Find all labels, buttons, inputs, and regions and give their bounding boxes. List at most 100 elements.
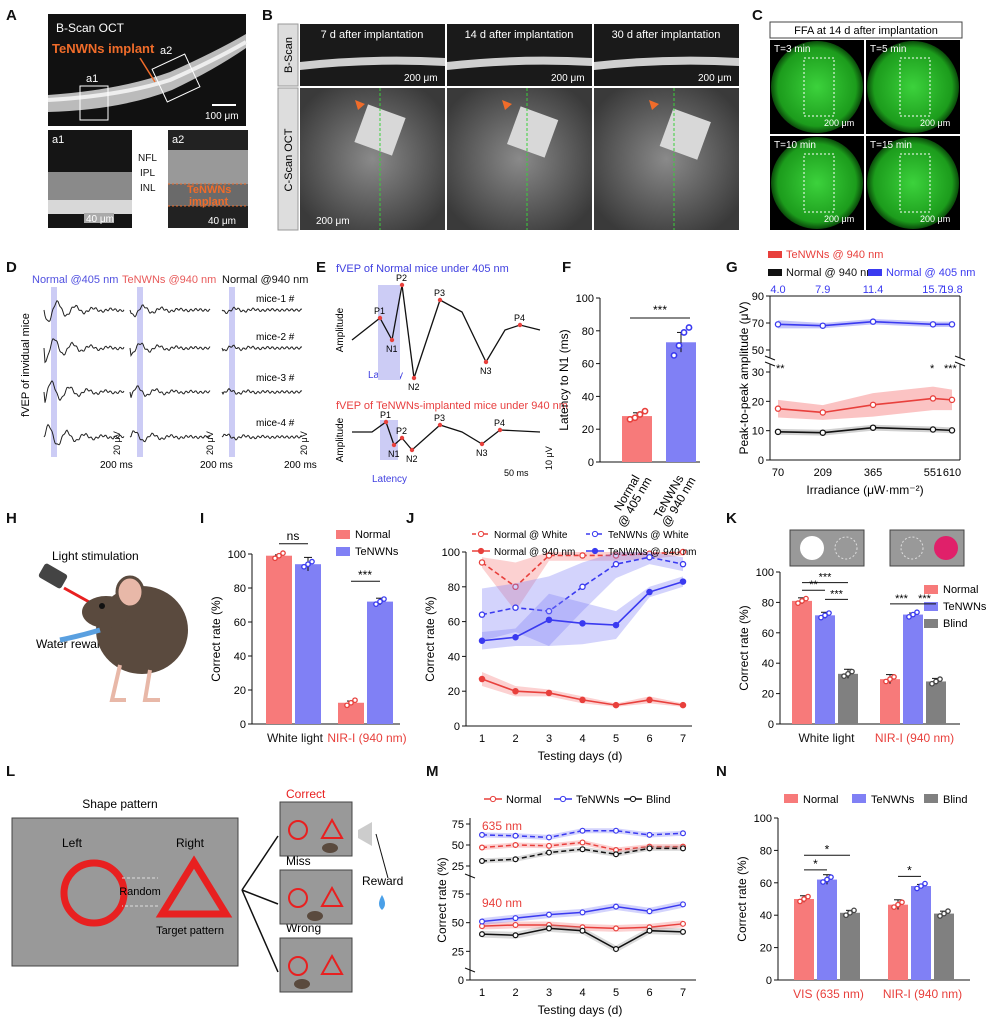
k-bar-2-2 [903, 614, 923, 724]
cscan-arrow-3 [649, 100, 659, 110]
m-legend-label-1: Normal [506, 794, 541, 806]
m-ytick-bot-label-75: 75 [452, 889, 464, 901]
e-peak2-2 [399, 435, 405, 441]
k-y-tick-label-100: 100 [756, 567, 774, 579]
f-point-2-3 [680, 329, 688, 336]
outcome-box-1 [279, 801, 353, 857]
g-ylabel: Peak-to-peak amplitude (μV) [737, 302, 751, 455]
bscan-image-1 [300, 24, 445, 86]
g-point-3-3 [869, 318, 877, 325]
e-latency-band-1 [378, 285, 400, 380]
m-point-5-7 [679, 901, 686, 908]
outcome-triangle-2 [320, 885, 344, 907]
m-break-mark-2 [464, 967, 476, 973]
e-peak1-label-3: N2 [408, 382, 420, 392]
d-trace-3-1 [221, 306, 303, 315]
k-sig-2: *** [819, 572, 833, 584]
n-sig-2: * [825, 842, 830, 856]
g-ytick-label-90: 90 [752, 291, 764, 303]
light-source [38, 563, 68, 589]
m-point-3-4 [579, 846, 586, 853]
k-pt-2-1-1 [887, 676, 893, 683]
m-xtick-5: 6 [646, 987, 652, 999]
f-y-tick-label-80: 80 [582, 326, 594, 338]
e-ylabel-2: Amplitude [335, 417, 346, 462]
l-random: Random [119, 886, 161, 898]
k-bar-2-3 [926, 681, 946, 724]
i-cat-2: NIR-I (940 nm) [327, 731, 406, 745]
f-y-tick-label-60: 60 [582, 359, 594, 371]
j-point-2-7 [679, 560, 687, 568]
row-label-box-b [277, 23, 299, 87]
g-break-mark-l1 [764, 355, 776, 361]
mouse-ear [115, 575, 145, 609]
m-ytick-top-label-50: 50 [452, 840, 464, 852]
d-mouse-1: mice-1 # [256, 294, 295, 305]
j-legend-label-4: TeNWNs @ 940 nm [608, 547, 697, 558]
m-point-6-7 [679, 928, 686, 935]
n-sig-1: * [813, 857, 818, 871]
j-point-2-4 [579, 583, 586, 591]
j-xtick-3: 4 [579, 733, 585, 745]
i-y-tick-label-60: 60 [234, 617, 246, 629]
ffa-time-1: T=3 min [774, 44, 810, 55]
outcome-circle-3 [288, 956, 308, 976]
m-xtick-4: 5 [613, 987, 619, 999]
ffa-scale-1: 200 μm [824, 118, 854, 128]
n-legend-label-1: Normal [803, 794, 838, 806]
panel-label-d: D [6, 259, 17, 276]
panel-label-f: F [562, 259, 571, 276]
e-peak1-1 [389, 337, 395, 343]
i-pt-2-2-1 [377, 598, 383, 605]
k-pt-2-3-2 [937, 676, 943, 683]
d-trace-2-1 [129, 304, 211, 318]
l-miss: Miss [286, 854, 311, 868]
m-ylabel: Correct rate (%) [435, 857, 449, 942]
n-bar-2-2 [911, 886, 931, 980]
m-sub-940: 940 nm [482, 896, 522, 910]
m-ytick-top-label-75: 75 [452, 819, 464, 831]
d-mouse-2: mice-2 # [256, 332, 295, 343]
e-peak1-label-5: N3 [480, 366, 492, 376]
g-band-2 [778, 424, 952, 436]
d-group-1: Normal @405 nm [32, 274, 118, 286]
k-y-tick-label-80: 80 [762, 597, 774, 609]
m-point-5-2 [512, 915, 519, 922]
j-point-4-2 [512, 634, 519, 641]
d-trace-2-4 [129, 430, 211, 443]
e-peak2-label-3: N2 [406, 454, 418, 464]
e-ylabel-1: Amplitude [335, 307, 346, 352]
j-point-3-7 [679, 701, 687, 709]
n-pt-1-1-1 [801, 896, 807, 902]
k-legend-swatch-2 [924, 602, 938, 611]
k-legend-label-3: Blind [943, 618, 967, 630]
n-sig-3: * [907, 863, 912, 877]
k-pt-1-2-2 [826, 610, 832, 616]
n-cat-1: VIS (635 nm) [793, 987, 864, 1001]
j-y-tick-label-100: 100 [442, 547, 460, 559]
zoom-implant-1: TeNWNs [187, 184, 231, 196]
j-legend-marker-3 [477, 547, 485, 555]
j-point-3-1 [478, 675, 486, 683]
n-y-tick-label-0: 0 [766, 975, 772, 987]
col-title-3: 30 d after implantation [612, 29, 721, 41]
m-break-mark-1 [464, 873, 476, 879]
zoom-implant-2: implant [189, 196, 228, 208]
k-pt-1-3-1 [845, 670, 851, 677]
d-trace-2-3 [129, 385, 211, 398]
e-peak2-label-4: P3 [434, 413, 445, 423]
ffa-image-4 [867, 137, 959, 229]
d-trace-1-4 [43, 423, 125, 446]
k-pt-1-3-0 [841, 673, 847, 679]
j-point-1-2 [512, 583, 519, 591]
ffa-image-2 [867, 41, 959, 133]
k-pt-2-2-2 [914, 609, 920, 616]
g-xtop-label-3: 15.7 [922, 284, 943, 296]
j-point-1-7 [679, 548, 687, 556]
d-trace-3-3 [221, 387, 303, 395]
j-y-tick-label-80: 80 [448, 582, 460, 594]
l-target: Target pattern [156, 925, 224, 937]
i-pt-1-2-1 [305, 561, 311, 568]
e-peak2-label-6: P4 [494, 418, 505, 428]
